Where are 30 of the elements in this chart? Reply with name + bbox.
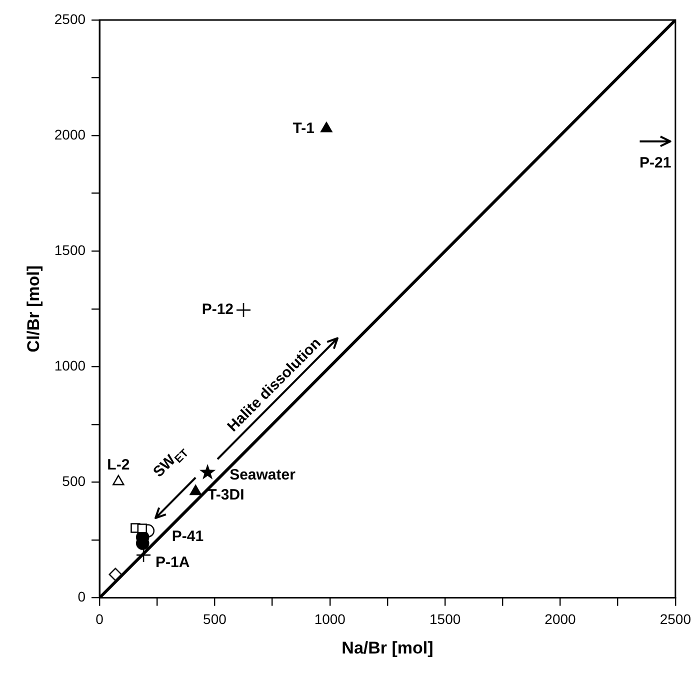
point: [320, 122, 332, 132]
y-tick-label: 2000: [54, 126, 86, 142]
x-tick-label: 2000: [544, 611, 576, 628]
x-tick-label: 500: [203, 611, 227, 628]
y-tick-label: 1000: [54, 358, 86, 374]
point: [236, 302, 252, 318]
annotation: P-1A: [156, 554, 190, 572]
y-tick-label: 2500: [54, 10, 86, 27]
point: [137, 524, 148, 534]
annotation: Seawater: [230, 466, 296, 484]
y-tick-label: 1500: [54, 242, 86, 258]
point: [190, 484, 202, 496]
y-axis-title: Cl/Br [mol]: [24, 265, 43, 352]
x-tick-label: 1500: [429, 611, 461, 628]
y-tick-label: 500: [62, 473, 86, 490]
annotation: P-41: [172, 528, 204, 545]
point: [199, 464, 216, 480]
annotation: T-3DI: [208, 486, 244, 504]
y-tick-label: 0: [78, 588, 86, 605]
x-tick-label: 2500: [660, 611, 692, 628]
point: [112, 474, 124, 486]
x-tick-label: 1000: [314, 611, 346, 628]
annotation: SWET: [150, 447, 192, 481]
annotation: T-1: [292, 120, 314, 137]
annotation: P-21: [640, 154, 672, 172]
x-tick-label: 0: [96, 611, 104, 628]
annotation: P-12: [202, 301, 234, 318]
point: [108, 568, 122, 582]
annotation: L-2: [107, 456, 130, 474]
x-axis-title: Na/Br [mol]: [342, 638, 434, 658]
